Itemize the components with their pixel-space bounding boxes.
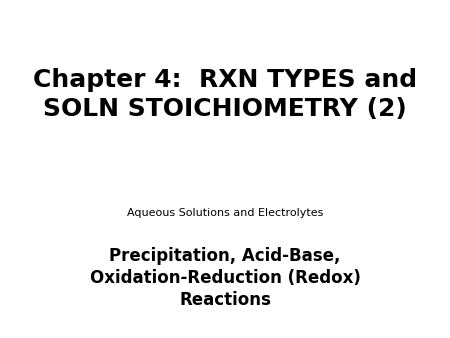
Text: Chapter 4:  RXN TYPES and
SOLN STOICHIOMETRY (2): Chapter 4: RXN TYPES and SOLN STOICHIOME… [33, 68, 417, 121]
Text: Aqueous Solutions and Electrolytes: Aqueous Solutions and Electrolytes [127, 208, 323, 218]
Text: Precipitation, Acid-Base,
Oxidation-Reduction (Redox)
Reactions: Precipitation, Acid-Base, Oxidation-Redu… [90, 247, 360, 309]
